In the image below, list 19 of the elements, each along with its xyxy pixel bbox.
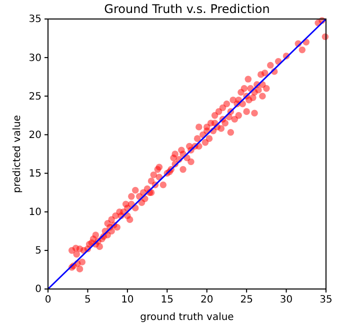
x-tick-label: 20	[200, 294, 214, 306]
x-axis-title: ground truth value	[140, 312, 234, 323]
y-tick-label: 35	[28, 14, 42, 26]
x-tick-label: 10	[121, 294, 134, 306]
x-tick-label: 15	[160, 294, 174, 306]
y-tick-label: 0	[35, 284, 42, 296]
y-tick-label: 30	[28, 52, 42, 64]
x-tick-label: 35	[320, 294, 332, 306]
x-tick-label: 30	[280, 294, 293, 306]
y-axis-title: predicted value	[12, 115, 23, 193]
x-tick-label: 0	[44, 294, 52, 306]
y-tick-label: 20	[28, 130, 42, 141]
x-tick-label: 25	[240, 294, 253, 306]
x-tick-label: 5	[84, 294, 91, 306]
y-tick-label: 10	[28, 207, 42, 218]
y-tick-label: 15	[28, 168, 42, 180]
y-tick-label: 5	[35, 246, 42, 257]
chart-title: Ground Truth v.s. Prediction	[104, 2, 270, 16]
y-tick-label: 25	[28, 91, 42, 102]
